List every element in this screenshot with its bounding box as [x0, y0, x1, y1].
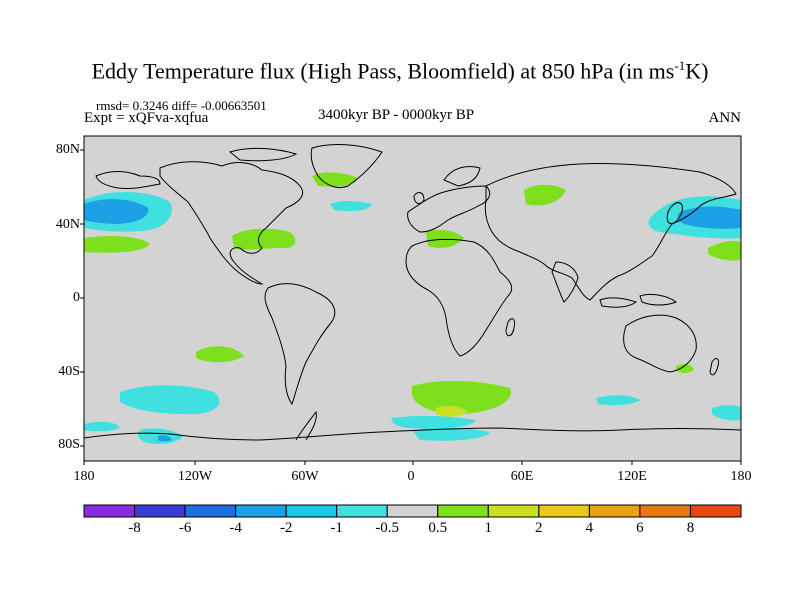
colorbar-label: 4: [585, 520, 594, 536]
anomaly-blue-antarctic: [158, 435, 172, 442]
season-label: ANN: [708, 110, 742, 126]
colorbar-label: 8: [686, 520, 695, 536]
anomaly-green-spac: [196, 346, 244, 363]
colorbar-label: 6: [636, 520, 644, 536]
coast-greenland: [310, 144, 383, 189]
coast-australia: [623, 314, 697, 373]
coast-madagascar: [505, 318, 515, 337]
coast-asia: [484, 162, 737, 301]
colorbar-box: [689, 504, 742, 518]
anomaly-green-us: [232, 228, 296, 250]
colorbar-box: [487, 504, 540, 518]
anomaly-green-npac-west: [84, 236, 150, 253]
anomaly-cyan-weddell: [412, 427, 490, 441]
coastlines: [83, 144, 742, 441]
coast-antarctic-peninsula: [295, 410, 317, 441]
anomaly-cyan-ross: [84, 421, 120, 432]
lon-ticks: [83, 461, 742, 465]
colorbar-label: -1: [330, 520, 343, 536]
anomaly-yellow-satl: [436, 405, 468, 417]
colorbar-label: 1: [484, 520, 493, 536]
colorbar-box: [588, 504, 641, 518]
coast-africa: [405, 238, 513, 357]
anomaly-cyan-natl: [330, 201, 372, 212]
lon-tick-0: 0: [407, 469, 415, 484]
colorbar-box: [386, 504, 439, 518]
colorbar-label: -0.5: [375, 520, 400, 536]
lon-tick-180w: 180: [73, 469, 95, 484]
colorbar-label: -4: [229, 520, 242, 536]
anomaly-patches: [84, 172, 741, 444]
lat-ticks: [80, 149, 84, 447]
colorbar-box: [134, 504, 186, 518]
chart-title: Eddy Temperature flux (High Pass, Bloomf…: [91, 58, 709, 84]
lat-tick-40n: 40N: [55, 217, 80, 232]
lon-tick-180e: 180: [730, 469, 752, 484]
colorbar-box: [83, 504, 136, 518]
coast-japan: [666, 202, 683, 225]
anomaly-green-asia: [524, 184, 566, 206]
colorbar-label: -6: [178, 520, 192, 536]
coast-uk: [413, 192, 425, 204]
coast-south-america: [264, 283, 336, 406]
colorbar-box: [437, 504, 489, 518]
anomaly-cyan-satl: [391, 415, 476, 429]
anomaly-green-satl: [412, 380, 511, 415]
stats-text: rmsd= 0.3246 diff= -0.00663501: [96, 98, 267, 113]
anomaly-cyan-spac: [120, 385, 220, 415]
coast-north-america: [159, 161, 304, 285]
colorbar-box: [235, 504, 287, 518]
anomaly-green-npac-east: [708, 240, 741, 261]
lat-tick-80n: 80N: [55, 142, 80, 157]
anomaly-green-greenland: [312, 172, 358, 187]
coast-new-zealand: [709, 358, 719, 376]
lat-tick-40s: 40S: [58, 364, 80, 379]
coast-europe: [407, 185, 491, 233]
colorbar-label: 0.5: [428, 520, 448, 536]
colorbar-box: [639, 504, 691, 518]
period-label: 3400kyr BP - 0000kyr BP: [318, 107, 475, 123]
coast-alaska: [95, 171, 161, 189]
coast-indonesia: [599, 293, 678, 308]
colorbar-box: [285, 504, 338, 518]
lon-tick-60e: 60E: [510, 469, 534, 484]
colorbar-label: -2: [279, 520, 293, 536]
colorbar: [83, 504, 742, 518]
anomaly-cyan-spac-east: [712, 405, 741, 421]
anomaly-cyan-sio: [596, 395, 640, 406]
lat-tick-0: 0: [73, 290, 80, 305]
colorbar-label: 2: [535, 520, 543, 536]
colorbar-box: [184, 504, 237, 518]
colorbar-box: [538, 504, 590, 518]
experiment-label: Expt = xQFva-xqfua: [84, 110, 209, 126]
colorbar-label: -8: [128, 520, 141, 536]
coast-antarctica: [83, 427, 742, 441]
coast-india: [551, 261, 579, 303]
coast-scandinavia: [443, 166, 481, 187]
anomaly-green-nz: [676, 363, 694, 373]
lon-tick-120e: 120E: [617, 469, 647, 484]
coast-arctic-islands: [228, 147, 298, 162]
lon-tick-120w: 120W: [177, 469, 213, 484]
anomaly-blue-npac-west: [84, 199, 149, 224]
colorbar-box: [336, 504, 388, 518]
lon-tick-60w: 60W: [291, 469, 319, 484]
lat-tick-80s: 80S: [58, 437, 80, 452]
